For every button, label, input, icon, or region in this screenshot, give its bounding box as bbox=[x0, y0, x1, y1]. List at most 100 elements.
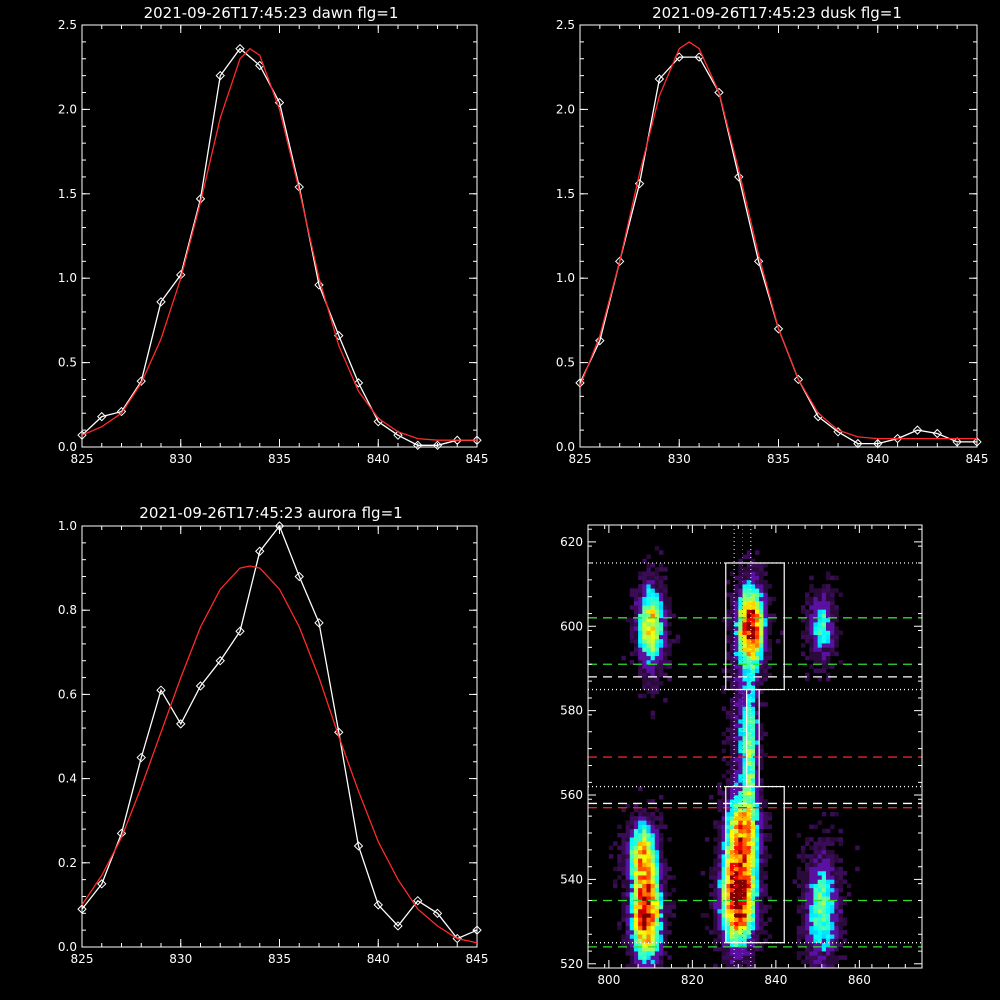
heatmap-cell bbox=[654, 651, 660, 657]
heatmap-cell bbox=[755, 875, 760, 880]
heatmap-cell bbox=[738, 811, 743, 817]
heatmap-cell bbox=[734, 757, 739, 762]
heatmap-cell bbox=[658, 938, 664, 943]
heatmap-cell bbox=[713, 820, 718, 825]
heatmap-cell bbox=[813, 879, 818, 884]
heatmap-cell bbox=[729, 866, 735, 872]
heatmap-cell bbox=[729, 811, 735, 817]
heatmap-cell bbox=[742, 693, 747, 699]
heatmap-cell bbox=[725, 799, 731, 804]
heatmap-cell bbox=[746, 837, 752, 842]
heatmap-cell bbox=[738, 630, 743, 635]
heatmap-cell bbox=[734, 575, 739, 581]
heatmap-cell bbox=[667, 600, 672, 606]
heatmap-cell bbox=[642, 626, 647, 631]
heatmap-cell bbox=[750, 799, 756, 804]
heatmap-cell bbox=[633, 588, 639, 593]
heatmap-cell bbox=[767, 647, 772, 652]
heatmap-cell bbox=[717, 799, 722, 804]
heatmap-cell bbox=[838, 913, 843, 918]
heatmap-cell bbox=[821, 841, 827, 846]
heatmap-cell bbox=[734, 689, 739, 695]
heatmap-cell bbox=[755, 816, 760, 821]
heatmap-cell bbox=[750, 731, 756, 737]
heatmap-cell bbox=[654, 862, 660, 868]
heatmap-cells bbox=[608, 546, 860, 969]
heatmap-cell bbox=[734, 828, 739, 834]
heatmap-cell bbox=[646, 862, 651, 868]
heatmap-cell bbox=[746, 917, 752, 922]
heatmap-cell bbox=[746, 807, 752, 813]
heatmap-cell bbox=[729, 858, 735, 863]
heatmap-cell bbox=[729, 600, 735, 606]
heatmap-cell bbox=[650, 660, 656, 665]
heatmap-cell bbox=[750, 925, 756, 931]
heatmap-cell bbox=[734, 647, 739, 652]
heatmap-cell bbox=[654, 896, 660, 901]
heatmap-cell bbox=[721, 951, 727, 956]
heatmap-cell bbox=[734, 832, 739, 838]
heatmap-cell bbox=[658, 845, 664, 851]
heatmap-cell bbox=[621, 896, 626, 901]
heatmap-cell bbox=[830, 925, 835, 931]
heatmap-cell bbox=[638, 841, 643, 846]
heatmap-cell bbox=[759, 643, 764, 648]
heatmap-cell bbox=[638, 668, 643, 673]
heatmap-cell bbox=[729, 697, 735, 703]
heatmap-cell bbox=[721, 955, 727, 960]
heatmap-cell bbox=[821, 626, 827, 631]
heatmap-cell bbox=[830, 626, 835, 631]
heatmap-cell bbox=[759, 630, 764, 635]
heatmap-cell bbox=[738, 727, 743, 733]
heatmap-cell bbox=[825, 892, 831, 897]
heatmap-cell bbox=[796, 896, 802, 901]
heatmap-cell bbox=[838, 879, 843, 884]
heatmap-cell bbox=[638, 896, 643, 901]
heatmap-cell bbox=[809, 600, 814, 606]
heatmap-cell bbox=[638, 870, 643, 876]
heatmap-cell bbox=[725, 807, 731, 813]
heatmap-cell bbox=[738, 951, 743, 956]
heatmap-cell bbox=[838, 630, 843, 635]
heatmap-cell bbox=[629, 951, 635, 956]
heatmap-cell bbox=[734, 668, 739, 673]
heatmap-cell bbox=[725, 841, 731, 846]
heatmap-cell bbox=[767, 617, 772, 623]
heatmap-cell bbox=[725, 913, 731, 918]
heatmap-cell bbox=[750, 870, 756, 876]
heatmap-cell bbox=[750, 567, 756, 572]
heatmap-cell bbox=[750, 596, 756, 602]
heatmap-cell bbox=[830, 837, 835, 842]
heatmap-cell bbox=[642, 959, 647, 965]
heatmap-cell bbox=[800, 634, 806, 640]
heatmap-cell bbox=[633, 875, 639, 880]
heatmap-cell bbox=[742, 710, 747, 716]
heatmap-cell bbox=[617, 862, 622, 868]
heatmap-cell bbox=[755, 567, 760, 572]
heatmap-cell bbox=[646, 913, 651, 918]
heatmap-cell bbox=[646, 858, 651, 863]
dawn-data-point bbox=[97, 411, 107, 422]
heatmap-cell bbox=[713, 963, 718, 969]
heatmap-cell bbox=[638, 622, 643, 627]
heatmap-cell bbox=[809, 875, 814, 880]
heatmap-cell bbox=[729, 900, 735, 906]
heatmap-cell bbox=[805, 854, 810, 859]
heatmap-cell bbox=[800, 887, 806, 893]
heatmap-cell bbox=[650, 921, 656, 927]
heatmap-cell bbox=[646, 626, 651, 631]
dusk-fit-line bbox=[579, 41, 977, 440]
heatmap-cell bbox=[725, 778, 731, 783]
heatmap-cell bbox=[742, 849, 747, 855]
heatmap-cell bbox=[750, 660, 756, 665]
heatmap-cell bbox=[734, 592, 739, 598]
heatmap-cell bbox=[650, 676, 656, 682]
heatmap-cell bbox=[755, 862, 760, 868]
heatmap-cell bbox=[713, 870, 718, 876]
heatmap-cell bbox=[800, 849, 806, 855]
heatmap-cell bbox=[654, 685, 660, 690]
heatmap-cell bbox=[658, 592, 664, 598]
heatmap-cell bbox=[725, 609, 731, 614]
heatmap-cell bbox=[817, 963, 823, 969]
heatmap-cell bbox=[633, 879, 639, 884]
